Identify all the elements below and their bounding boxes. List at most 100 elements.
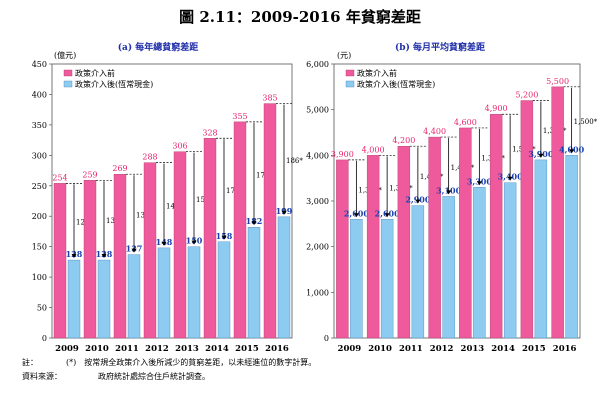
chart-a-bar-before (53, 183, 67, 339)
chart-a-xtick-label: 2016 (265, 344, 289, 354)
chart-a-bar-before (83, 180, 97, 339)
chart-a-reduction-arrowhead (71, 254, 77, 259)
chart-b-reduction-arrowhead (446, 190, 452, 195)
chart-b-xtick-label: 2009 (338, 344, 362, 354)
chart-b-bar-before (366, 155, 380, 339)
chart-b-bar-before (520, 100, 534, 339)
chart-b-ytick-label: 1,000 (306, 288, 329, 297)
chart-b-label-before: 5,200 (515, 91, 538, 100)
chart-b-legend-swatch-before (345, 69, 355, 77)
chart-a-ytick-label: 300 (32, 151, 47, 160)
chart-b-ytick-label: 4,000 (306, 151, 329, 160)
chart-a-bar-after (247, 226, 261, 339)
chart-a-ytick-label: 200 (32, 212, 47, 221)
chart-a-bar-after (187, 246, 201, 339)
chart-a-label-before: 328 (202, 128, 217, 137)
chart-a-xtick-label: 2015 (235, 344, 259, 354)
chart-a-legend-label-before: 政策介入前 (75, 68, 115, 78)
chart-b-bar-after (380, 219, 394, 339)
chart-b-bar-before (459, 127, 472, 339)
chart-b-ytick-label: 3,000 (306, 197, 329, 206)
chart-a-reduction-arrowhead (161, 241, 167, 246)
chart-b-ytick-label: 5,000 (306, 106, 329, 115)
chart-a-label-before: 269 (112, 164, 127, 173)
chart-b-label-before: 4,400 (423, 127, 446, 136)
chart-b-reduction-label: 1,500* (574, 118, 598, 126)
chart-b-ylabel: (元) (337, 51, 351, 60)
chart-a-plot-frame (51, 63, 293, 339)
chart-a-bar-after (277, 216, 291, 339)
chart-a-label-before: 385 (262, 94, 277, 103)
chart-b-label-before: 4,000 (362, 145, 385, 154)
chart-b-reduction-arrowhead (507, 176, 513, 181)
chart-a-xtick-label: 2014 (205, 344, 229, 354)
chart-a-bar-before (113, 174, 127, 339)
chart-a-bar-after (97, 259, 111, 339)
chart-a-ylabel: (億元) (54, 50, 76, 60)
chart-b-ytick-label: 2,000 (306, 243, 329, 252)
chart-b-xtick-label: 2015 (522, 344, 546, 354)
chart-a-label-before: 306 (172, 142, 187, 151)
source-text: 政府統計處綜合住戶統計調查。 (98, 372, 210, 381)
chart-a-legend-swatch-after (63, 80, 73, 88)
chart-b-label-before: 5,500 (546, 77, 569, 86)
chart-a-xtick-label: 2009 (55, 344, 79, 354)
chart-a-ytick-label: 0 (42, 334, 47, 343)
chart-b-bar-after (442, 196, 455, 339)
chart-a-bar-after (157, 247, 171, 339)
chart-b-bar-after (473, 187, 486, 339)
chart-a-label-before: 355 (232, 112, 247, 121)
chart-b-bar-before (397, 145, 411, 339)
chart-a-reduction-arrowhead (251, 221, 257, 226)
chart-a-reduction-label: 186* (286, 157, 303, 165)
chart-b-xtick-label: 2012 (430, 344, 454, 354)
source-label: 資料來源： (22, 372, 62, 381)
chart-a-reduction-arrowhead (221, 235, 227, 240)
chart-b-label-before: 4,600 (454, 118, 477, 127)
chart-b-reduction-arrowhead (415, 199, 421, 204)
chart-a-label-before: 259 (82, 170, 97, 179)
chart-b-bar-before (551, 86, 564, 339)
chart-a-ytick-label: 100 (32, 273, 47, 282)
chart-a-xtick-label: 2012 (145, 344, 169, 354)
chart-a-bar-before (143, 162, 157, 339)
chart-b-label-before: 4,200 (392, 136, 415, 145)
chart-b-xtick-label: 2014 (491, 344, 515, 354)
chart-a-bar-after (127, 254, 141, 339)
chart-a-bar-after (217, 241, 231, 339)
chart-b-bar-before (489, 114, 503, 339)
chart-b-reduction-arrowhead (569, 149, 575, 154)
chart-b-title: (b) 每月平均貧窮差距 (395, 41, 485, 53)
chart-a-bar-before (203, 138, 217, 339)
chart-a-ytick-label: 250 (32, 182, 47, 191)
chart-a-bar-before (233, 121, 247, 339)
footnote-label: 註： (22, 358, 38, 367)
chart-a-xtick-label: 2010 (85, 344, 109, 354)
chart-a-legend-swatch-before (63, 69, 73, 77)
chart-b-bar-before (336, 159, 349, 339)
chart-a-xtick-label: 2013 (175, 344, 199, 354)
chart-b-reduction-arrowhead (353, 213, 359, 218)
chart-b-legend-swatch-after (345, 80, 355, 88)
chart-a-xtick-label: 2011 (115, 344, 139, 354)
chart-a-legend-label-after: 政策介入後(恆常現金) (75, 79, 153, 89)
chart-a-reduction-arrowhead (281, 210, 287, 215)
chart-a-ytick-label: 50 (37, 304, 47, 313)
chart-a-ytick-label: 350 (32, 121, 47, 130)
chart-a-title: (a) 每年總貧窮差距 (118, 41, 198, 53)
chart-b-xtick-label: 2016 (553, 344, 577, 354)
chart-b-reduction-arrowhead (476, 181, 482, 186)
chart-b-ytick-label: 6,000 (306, 60, 329, 69)
chart-b-bar-after (503, 182, 517, 339)
chart-a-bar-before (173, 151, 187, 339)
chart-a-reduction-arrowhead (191, 240, 197, 245)
chart-b-ytick-label: 0 (324, 334, 329, 343)
chart-a-reduction-arrowhead (101, 254, 107, 259)
chart-b-reduction-arrowhead (538, 153, 544, 158)
chart-b-xtick-label: 2013 (461, 344, 485, 354)
chart-b-bar-after (350, 219, 363, 339)
chart-b-xtick-label: 2010 (368, 344, 392, 354)
chart-a-bar-after (67, 259, 81, 339)
chart-b-bar-before (428, 136, 441, 339)
